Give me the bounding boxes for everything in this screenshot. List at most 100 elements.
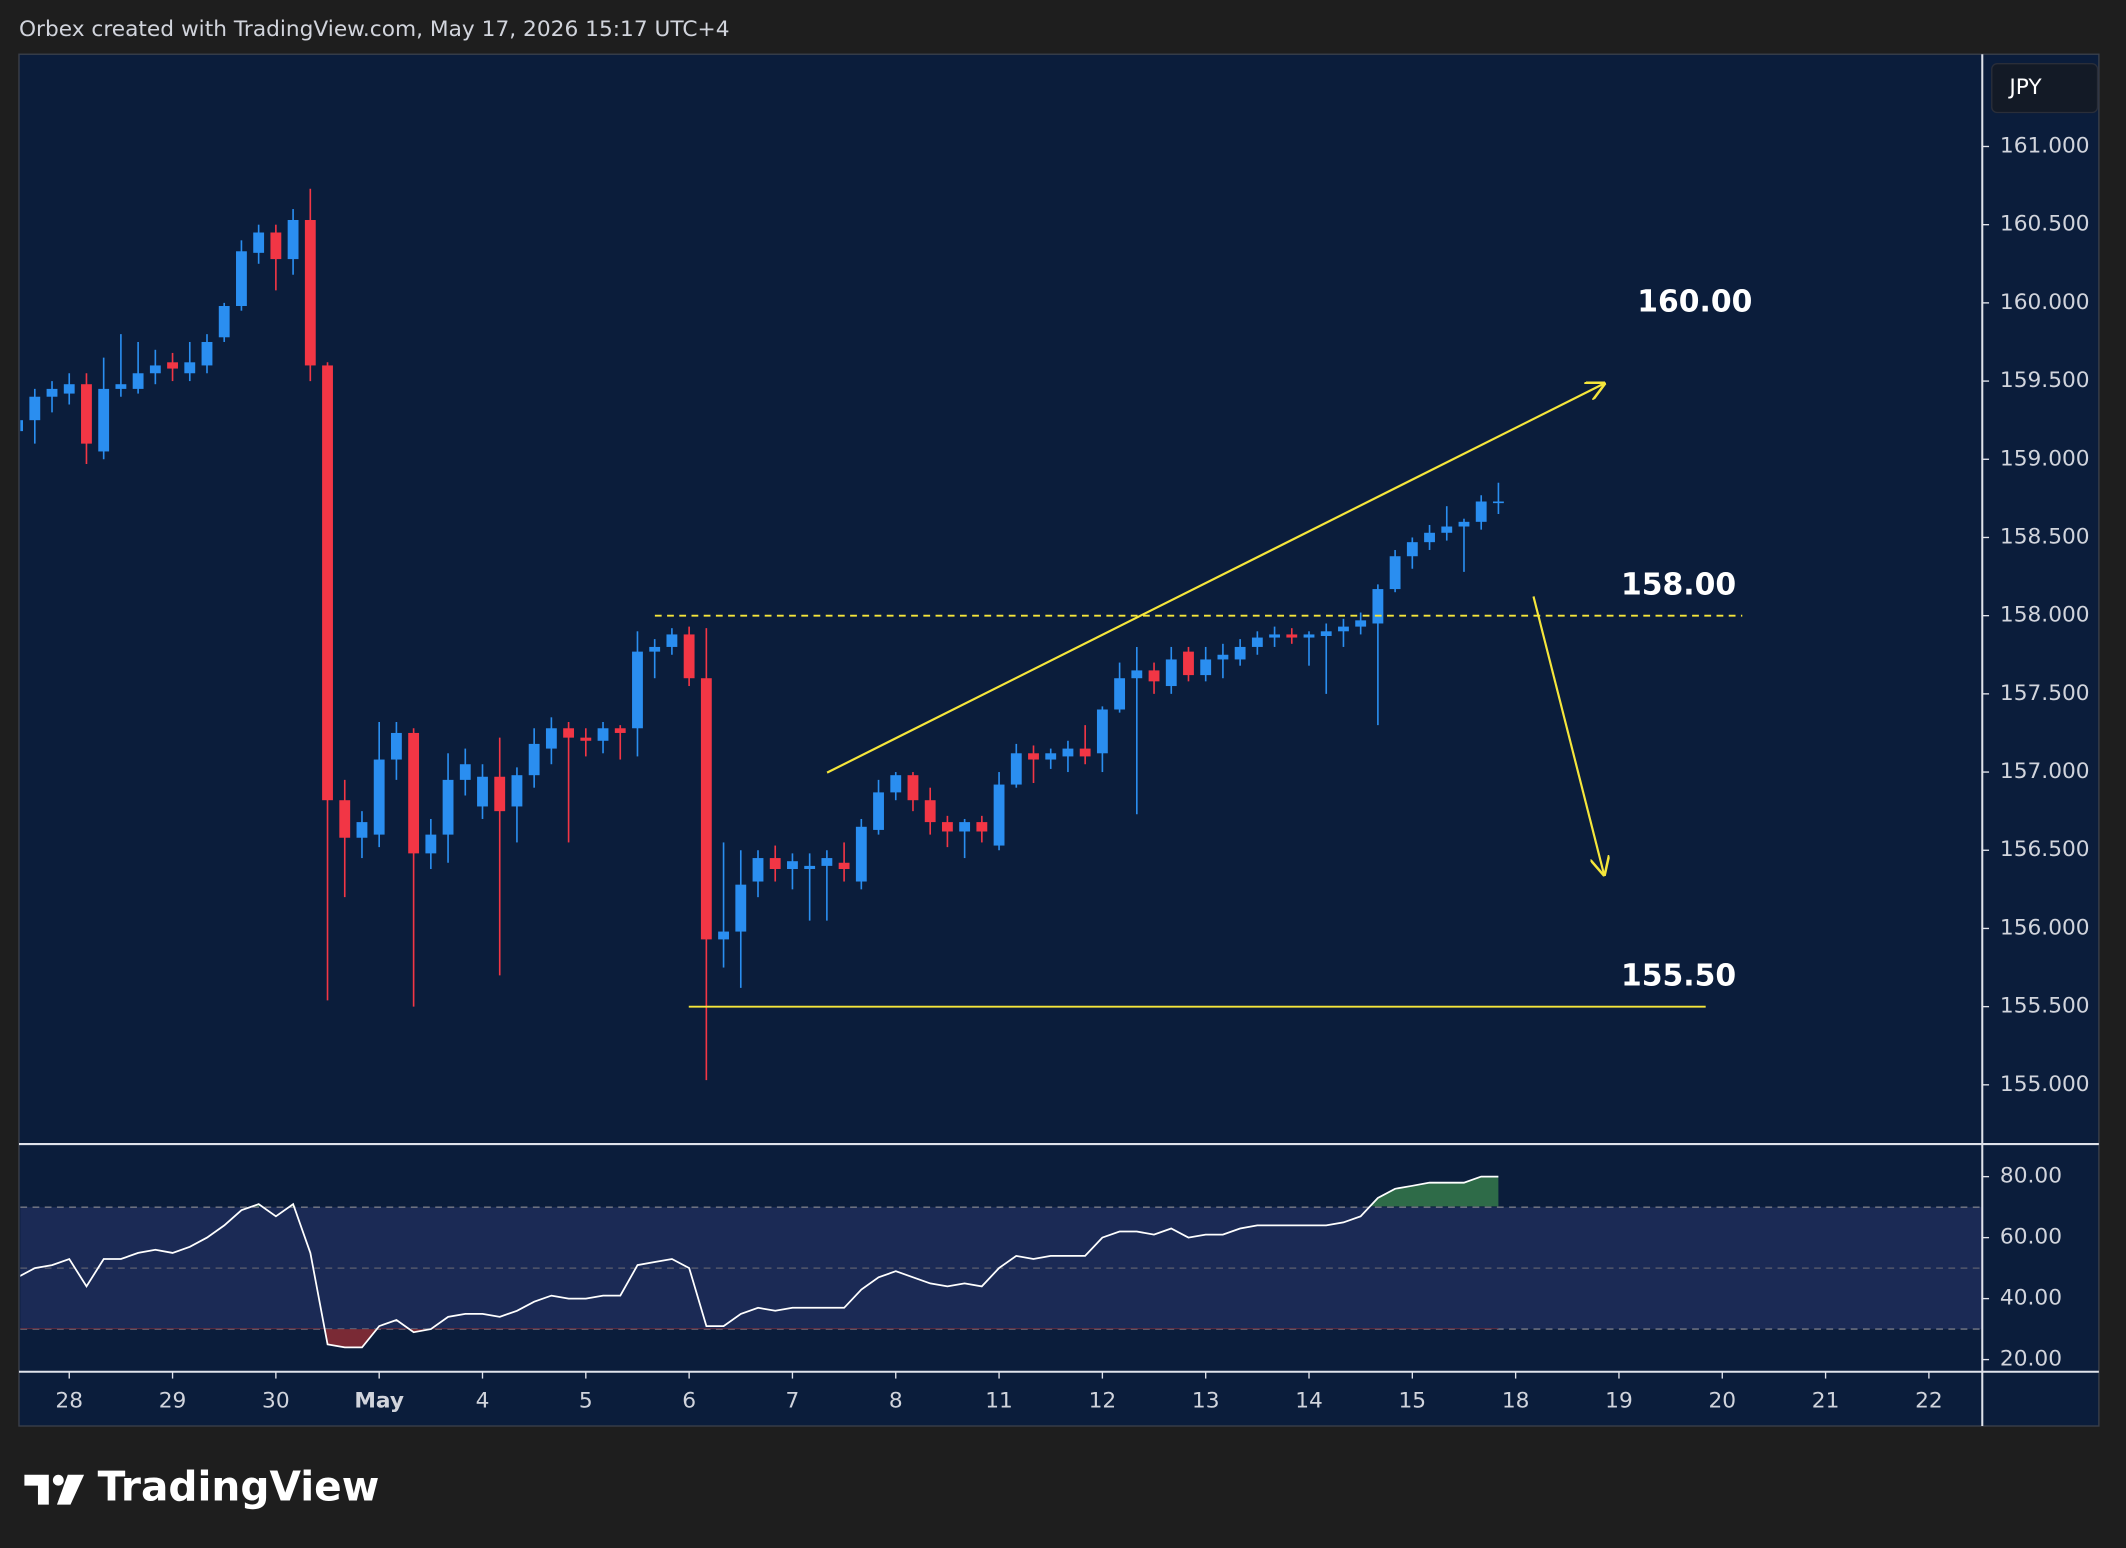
candle-body — [597, 728, 609, 741]
candle-body — [1269, 634, 1280, 638]
chart-panel — [18, 53, 2100, 1427]
candle-body — [1424, 532, 1435, 543]
footer-brand: TradingView — [98, 1463, 380, 1511]
currency-button[interactable] — [1991, 63, 2099, 114]
y-tick-label: 159.000 — [2000, 446, 2090, 471]
candle-body — [322, 365, 333, 801]
candle-body — [614, 728, 626, 733]
candle-body — [718, 931, 729, 940]
candle-body — [890, 775, 902, 793]
candle-body — [700, 678, 712, 940]
header: Orbex created with TradingView.com, May … — [19, 17, 730, 42]
candle-body — [236, 251, 247, 307]
candle-body — [1441, 526, 1453, 533]
candle-body — [149, 365, 161, 374]
x-tick-label: 30 — [262, 1389, 290, 1414]
candle-body — [115, 384, 127, 389]
footer-logo — [24, 1474, 85, 1505]
candle-body — [425, 834, 437, 854]
candle-body — [545, 728, 557, 749]
candle-body — [787, 861, 798, 870]
candle-body — [63, 384, 75, 394]
x-tick-label: 29 — [159, 1389, 187, 1414]
x-tick-label: 14 — [1295, 1389, 1323, 1414]
candle-body — [1475, 501, 1487, 522]
candle-body — [167, 362, 178, 369]
candle-body — [821, 858, 833, 866]
x-tick-label: May — [354, 1389, 404, 1414]
x-tick-label: 11 — [985, 1389, 1013, 1414]
candle-body — [477, 776, 488, 807]
candle-body — [132, 373, 144, 389]
candle-body — [46, 388, 58, 397]
candle-body — [253, 232, 265, 253]
currency-label: JPY — [2007, 75, 2042, 100]
level-label: 155.50 — [1621, 958, 1736, 993]
candle-body — [304, 219, 316, 366]
candle-body — [752, 858, 764, 882]
x-tick-label: 15 — [1399, 1389, 1427, 1414]
y-tick-label: 161.000 — [2000, 133, 2090, 158]
candle-body — [98, 388, 110, 452]
candle-body — [1389, 556, 1401, 590]
x-tick-label: 12 — [1089, 1389, 1117, 1414]
candle-body — [838, 862, 850, 870]
candle-body — [1010, 753, 1022, 785]
candle-body — [1492, 501, 1504, 504]
candle-body — [941, 822, 953, 832]
candle-body — [649, 646, 661, 652]
x-tick-label: 22 — [1915, 1389, 1943, 1414]
x-tick-label: 21 — [1812, 1389, 1840, 1414]
candle-body — [1320, 631, 1332, 636]
candle-body — [494, 776, 506, 812]
y-tick-label: 157.500 — [2000, 681, 2090, 706]
candle-body — [1303, 634, 1315, 638]
candle-body — [81, 384, 92, 444]
y-tick-label: 157.000 — [2000, 759, 2090, 784]
y-tick-label: 159.500 — [2000, 368, 2090, 393]
candle-body — [1131, 670, 1143, 679]
candle-body — [459, 764, 471, 780]
candle-body — [855, 826, 867, 882]
y-tick-label: 158.500 — [2000, 524, 2090, 549]
y-tick-label: 20.00 — [2000, 1347, 2062, 1372]
candle-body — [218, 306, 230, 338]
candle-body — [442, 779, 454, 835]
candle-body — [20, 420, 24, 432]
y-tick-label: 80.00 — [2000, 1164, 2062, 1189]
candle-body — [1079, 748, 1091, 757]
candle-body — [1372, 589, 1384, 624]
candle-body — [666, 634, 678, 647]
candle-body — [976, 822, 988, 832]
candle-body — [1165, 659, 1177, 687]
x-tick-label: 8 — [889, 1389, 903, 1414]
candle-body — [270, 232, 282, 260]
candle-body — [769, 858, 781, 870]
x-tick-label: 5 — [579, 1389, 593, 1414]
candle-body — [1217, 654, 1229, 660]
candle-body — [1458, 521, 1470, 527]
x-tick-label: 4 — [476, 1389, 490, 1414]
candle-body — [1406, 542, 1418, 557]
candle-body — [632, 651, 643, 729]
candle-body — [184, 362, 196, 374]
y-tick-label: 156.000 — [2000, 915, 2090, 940]
candle-body — [1234, 646, 1246, 660]
x-tick-label: 6 — [682, 1389, 696, 1414]
y-tick-label: 60.00 — [2000, 1225, 2062, 1250]
y-tick-label: 155.000 — [2000, 1072, 2090, 1097]
candle-body — [804, 865, 816, 870]
candle-body — [959, 822, 971, 832]
trend-line — [826, 384, 1604, 774]
rsi-line — [20, 1175, 1499, 1349]
candle-body — [390, 732, 402, 760]
y-tick-label: 156.500 — [2000, 837, 2090, 862]
candle-body — [1200, 659, 1212, 676]
y-tick-label: 40.00 — [2000, 1286, 2062, 1311]
candle-body — [907, 775, 919, 801]
candle-body — [1355, 620, 1367, 627]
x-tick-label: 18 — [1502, 1389, 1530, 1414]
candle-body — [1251, 637, 1263, 647]
